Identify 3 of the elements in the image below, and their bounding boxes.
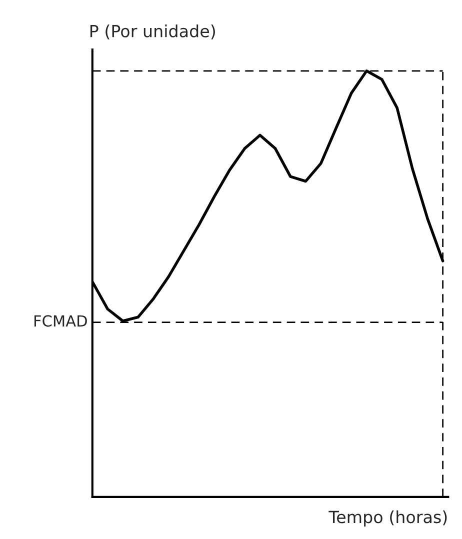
y-axis-title: P (Por unidade) — [90, 24, 215, 40]
x-axis-title: Tempo (horas) — [328, 510, 447, 527]
ref-line-label: FCMAD — [34, 315, 87, 327]
